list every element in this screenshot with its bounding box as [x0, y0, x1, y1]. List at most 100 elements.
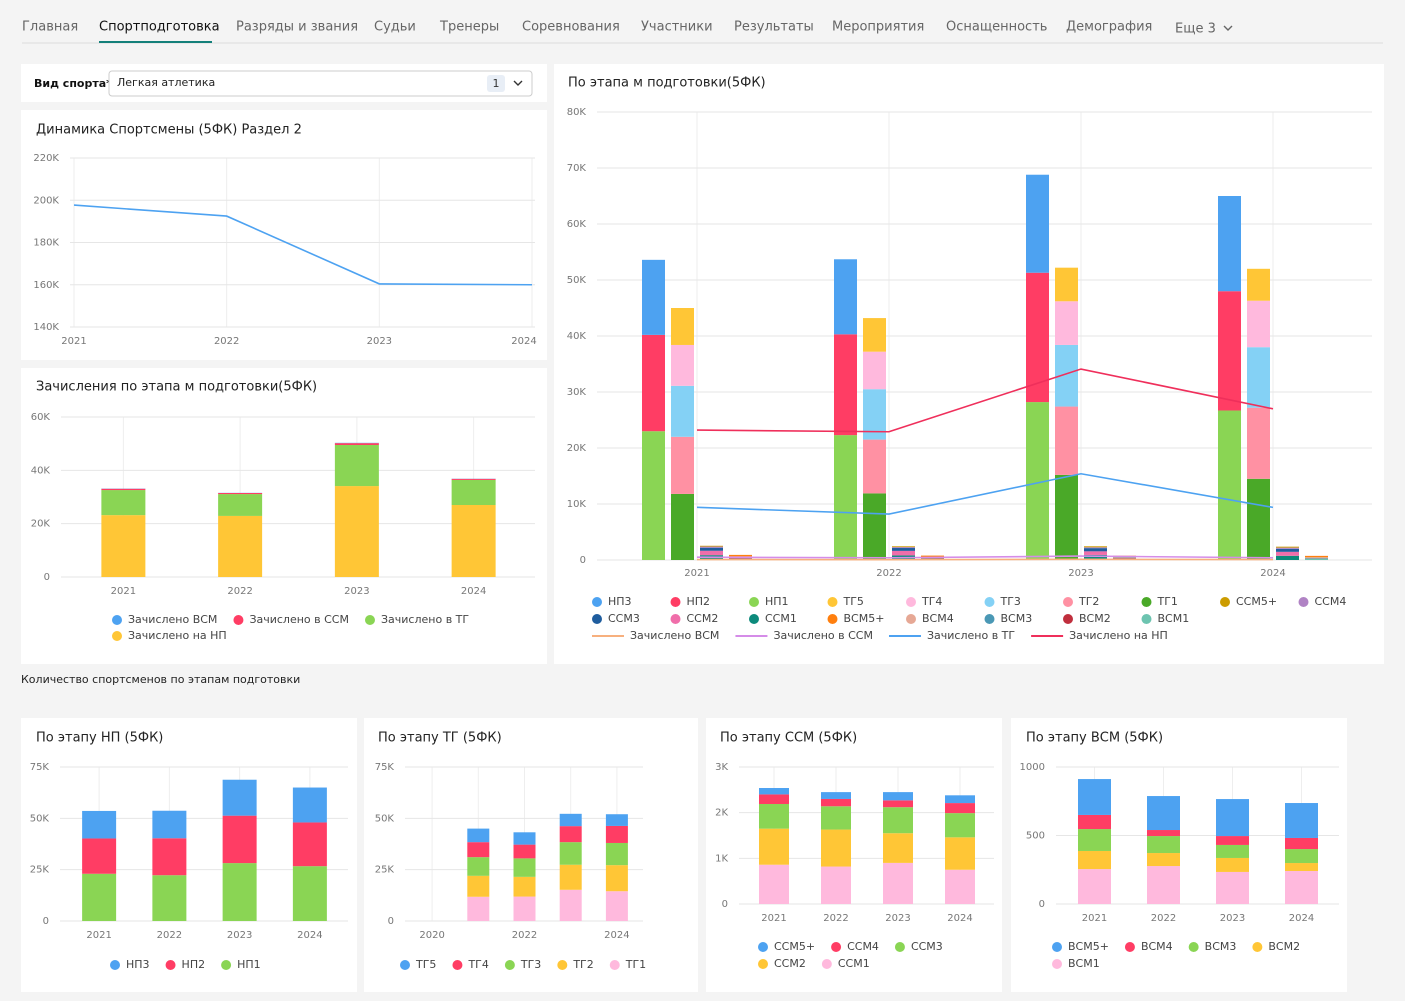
legend-label: ТГ1 [625, 958, 646, 971]
chevron [1223, 25, 1233, 31]
legend-label: ВСМ4 [1141, 940, 1173, 953]
legend-marker [221, 960, 232, 970]
bar [759, 788, 789, 795]
x-tick-label: 2023 [885, 913, 910, 924]
legend-label: НП2 [687, 595, 711, 608]
bar [292, 822, 327, 867]
y-tick-label: 180K [33, 238, 59, 249]
legend-marker [1220, 597, 1230, 607]
legend-label: Зачислено ВСМ [128, 613, 217, 626]
legend-marker [112, 631, 122, 641]
bar [1147, 853, 1180, 867]
x-tick-label: 2021 [86, 930, 111, 941]
y-tick-label: 0 [43, 916, 49, 927]
bar [152, 875, 187, 921]
legend-label: ВСМ2 [1268, 940, 1300, 953]
y-tick-label: 40K [31, 465, 51, 476]
x-tick-label: 2021 [1082, 913, 1107, 924]
legend-label: ССМ5+ [774, 940, 815, 953]
bar [1147, 830, 1180, 837]
nav-tab[interactable]: Результаты [734, 20, 814, 35]
section-title: Количество спортсменов по этапам подгото… [21, 673, 300, 686]
filter-select[interactable] [108, 70, 533, 97]
bar [513, 896, 536, 921]
legend-marker [906, 614, 916, 624]
bar [451, 479, 496, 505]
legend-marker [984, 597, 995, 607]
x-tick-label: 2024 [297, 930, 322, 941]
bar [513, 832, 536, 845]
bar [1305, 555, 1328, 558]
x-tick-label: 2022 [1151, 913, 1176, 924]
bar [642, 259, 665, 335]
bar [1078, 779, 1111, 815]
nav-tab[interactable]: Участники [641, 20, 713, 35]
y-tick-label: 10K [567, 499, 587, 510]
legend-label: ВСМ4 [922, 612, 954, 625]
nav-tab[interactable]: Мероприятия [832, 20, 924, 35]
bar [334, 445, 379, 487]
bar [467, 896, 490, 921]
bar [892, 548, 915, 551]
bar [883, 807, 913, 834]
legend-label: ССМ3 [608, 612, 640, 625]
x-tick-label: 2023 [344, 586, 369, 597]
legend-label: НП1 [237, 958, 261, 971]
legend-label: ССМ1 [838, 957, 870, 970]
legend-label: ВСМ3 [1001, 612, 1033, 625]
legend-label: ССМ4 [847, 940, 879, 953]
legend-label: ТГ1 [1157, 595, 1178, 608]
legend-label: ТГ2 [572, 958, 593, 971]
y-tick-label: 160K [33, 280, 59, 291]
bar [945, 803, 975, 814]
legend-label: ВСМ5+ [844, 612, 885, 625]
y-tick-label: 50K [567, 275, 587, 286]
bar [101, 490, 146, 516]
bar [700, 547, 723, 551]
y-tick-label: 3K [715, 762, 728, 773]
bar [1084, 551, 1107, 555]
y-tick-label: 200K [33, 195, 59, 206]
legend-label: Зачислено на НП [128, 629, 227, 642]
line [73, 204, 533, 286]
nav-tab[interactable]: Разряды и звания [236, 20, 358, 35]
legend-label: ВСМ2 [1079, 612, 1111, 625]
y-tick-label: 140K [33, 322, 59, 333]
nav-tab[interactable]: Демография [1066, 20, 1152, 35]
nav-tab[interactable]: Главная [22, 20, 78, 35]
bar [334, 486, 379, 577]
x-tick-label: 2020 [419, 930, 444, 941]
bar [1247, 407, 1270, 479]
bar [1113, 557, 1136, 559]
nav-more[interactable]: Еще 3 [1175, 22, 1216, 37]
bar [1216, 836, 1249, 845]
legend-label: ТГ4 [921, 595, 942, 608]
bar [729, 554, 752, 557]
bar [1084, 554, 1107, 560]
legend-marker [670, 614, 681, 624]
y-tick-label: 0 [722, 899, 728, 910]
legend-marker [1252, 942, 1263, 952]
y-tick-label: 40K [567, 331, 587, 342]
nav-tab[interactable]: Судьи [374, 20, 416, 35]
chevron[interactable] [513, 80, 523, 86]
bar [101, 488, 146, 491]
nav-tab[interactable]: Спортподготовка [99, 20, 220, 35]
bar [671, 493, 694, 560]
legend-label: Зачислено ВСМ [630, 629, 719, 642]
y-tick-label: 75K [30, 762, 50, 773]
bar [451, 478, 496, 480]
bar [759, 828, 789, 865]
bar [1147, 796, 1180, 831]
bar [1216, 799, 1249, 837]
y-tick-label: 50K [375, 813, 395, 824]
legend-label: НП3 [608, 595, 632, 608]
nav-tab[interactable]: Тренеры [439, 20, 499, 35]
bar [467, 875, 490, 897]
nav-tab[interactable]: Оснащенность [946, 20, 1047, 35]
nav-tab[interactable]: Соревнования [522, 20, 620, 35]
x-tick-label: 2021 [61, 336, 86, 347]
y-tick-label: 25K [375, 865, 395, 876]
filter-count: 1 [493, 77, 500, 90]
bar [892, 546, 915, 548]
